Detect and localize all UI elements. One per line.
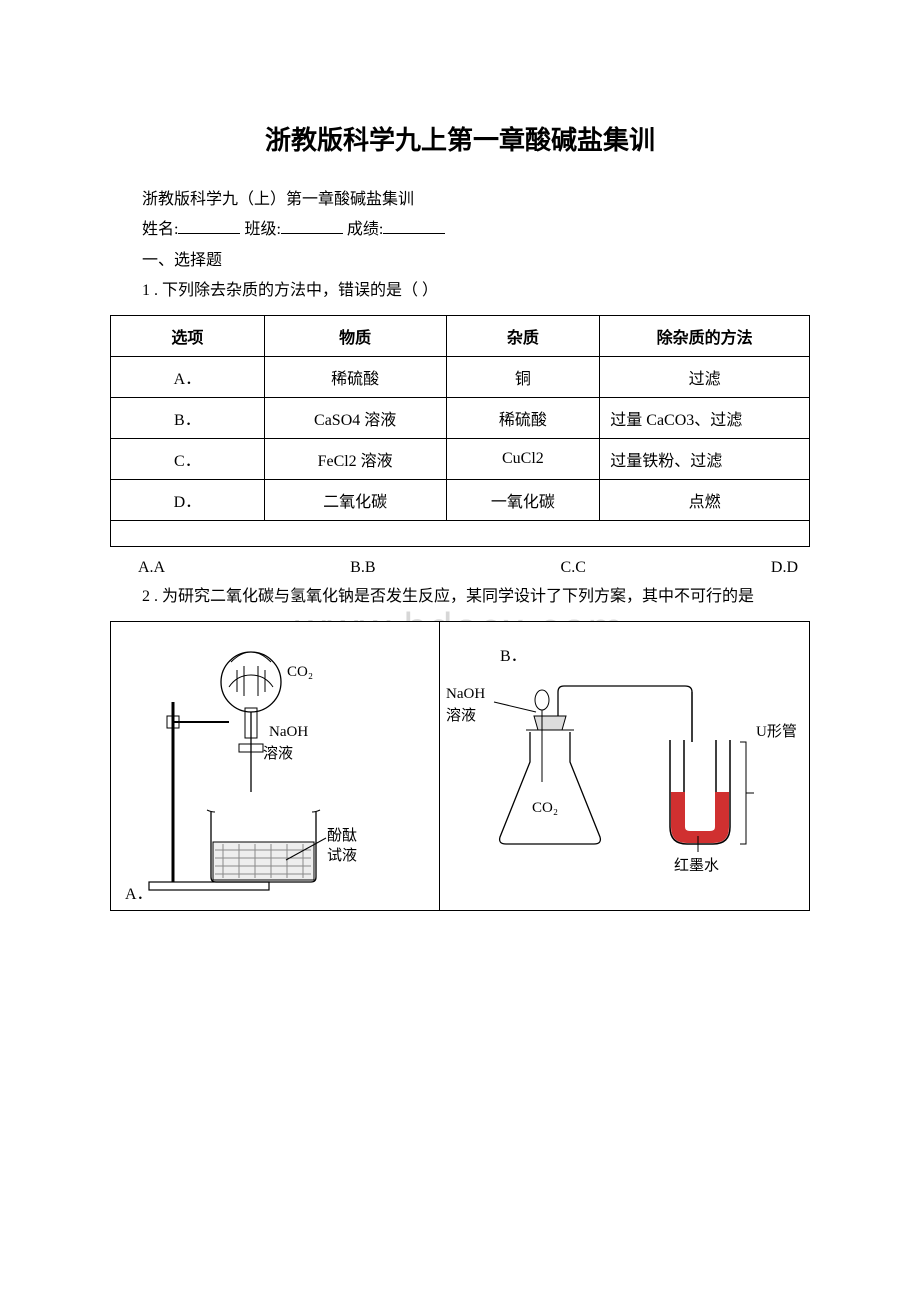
cell: 过量 CaCO3、过滤	[600, 397, 810, 438]
page-title: 浙教版科学九上第一章酸碱盐集训	[110, 120, 810, 157]
cell: 二氧化碳	[264, 479, 446, 520]
table-row: A． 稀硫酸 铜 过滤	[111, 356, 810, 397]
option-a: A.A	[138, 559, 165, 577]
th-method: 除杂质的方法	[600, 315, 810, 356]
class-label: 班级:	[244, 221, 280, 238]
th-substance: 物质	[264, 315, 446, 356]
cell: D．	[111, 479, 265, 520]
question-1: 1 . 下列除去杂质的方法中，错误的是（ ）	[110, 276, 810, 306]
th-impurity: 杂质	[446, 315, 600, 356]
th-option: 选项	[111, 315, 265, 356]
cell: 点燃	[600, 479, 810, 520]
cell: 过滤	[600, 356, 810, 397]
cell: 稀硫酸	[264, 356, 446, 397]
option-b: B.B	[350, 559, 375, 577]
cell: FeCl2 溶液	[264, 438, 446, 479]
form-row: 姓名: 班级: 成绩:	[110, 215, 810, 245]
pointer-b	[440, 622, 810, 912]
score-label: 成绩:	[347, 221, 383, 238]
mc-options: A.A B.B C.C D.D	[110, 559, 810, 577]
class-blank	[281, 218, 343, 234]
cell: CaSO4 溶液	[264, 397, 446, 438]
pointer-a	[111, 622, 439, 912]
name-label: 姓名:	[142, 221, 178, 238]
cell: CuCl2	[446, 438, 600, 479]
subtitle: 浙教版科学九（上）第一章酸碱盐集训	[110, 185, 810, 215]
option-d: D.D	[771, 559, 798, 577]
cell: A．	[111, 356, 265, 397]
score-blank	[383, 218, 445, 234]
name-blank	[178, 218, 240, 234]
cell: C．	[111, 438, 265, 479]
table-header-row: 选项 物质 杂质 除杂质的方法	[111, 315, 810, 356]
panel-b: B． NaOH 溶液 CO₂ U形管 红墨水	[440, 622, 809, 910]
table-row: C． FeCl2 溶液 CuCl2 过量铁粉、过滤	[111, 438, 810, 479]
question-2: 2 . 为研究二氧化碳与氢氧化钠是否发生反应，某同学设计了下列方案，其中不可行的…	[110, 583, 810, 612]
cell: 铜	[446, 356, 600, 397]
table-row: D． 二氧化碳 一氧化碳 点燃	[111, 479, 810, 520]
cell: 过量铁粉、过滤	[600, 438, 810, 479]
panel-a: CO₂ NaOH 溶液 酚酞 试液 A．	[111, 622, 439, 910]
cell: B．	[111, 397, 265, 438]
table-row-empty	[111, 520, 810, 546]
diagram-container: CO₂ NaOH 溶液 酚酞 试液 A．	[110, 621, 810, 911]
table-row: B． CaSO4 溶液 稀硫酸 过量 CaCO3、过滤	[111, 397, 810, 438]
section-heading: 一、选择题	[110, 246, 810, 276]
option-c: C.C	[561, 559, 586, 577]
cell: 一氧化碳	[446, 479, 600, 520]
impurity-table: 选项 物质 杂质 除杂质的方法 A． 稀硫酸 铜 过滤 B． CaSO4 溶液 …	[110, 315, 810, 547]
cell: 稀硫酸	[446, 397, 600, 438]
